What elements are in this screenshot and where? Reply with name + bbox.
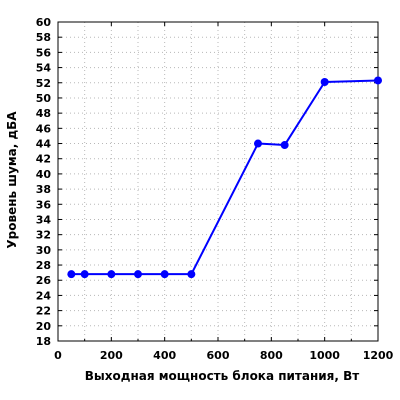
y-tick-label: 28 <box>36 259 51 272</box>
series <box>67 76 382 279</box>
y-tick-label: 18 <box>36 335 51 348</box>
y-axis-title: Уровень шума, дБА <box>5 111 19 249</box>
plot-frame <box>57 21 379 342</box>
data-point <box>187 270 196 279</box>
y-tick-label: 60 <box>36 16 52 29</box>
y-tick-label: 42 <box>36 153 51 166</box>
y-tick-label: 34 <box>36 213 52 226</box>
y-tick-label: 38 <box>36 183 51 196</box>
y-tick-label: 32 <box>36 229 51 242</box>
series-line <box>71 79 379 276</box>
tick-labels: 18 20 22 24 26 28 30 32 34 36 38 40 42 44 46 48 50 52 54 56… <box>36 16 394 362</box>
x-axis-title: Выходная мощность блока питания, Вт <box>85 369 360 383</box>
data-point <box>107 270 116 279</box>
axes <box>57 21 379 342</box>
y-tick-label: 48 <box>36 107 51 120</box>
y-tick-label: 46 <box>36 122 52 135</box>
x-tick-label: 600 <box>207 349 230 362</box>
grid <box>58 22 378 341</box>
data-point <box>134 270 142 279</box>
y-tick-label: 40 <box>36 168 52 181</box>
data-point <box>254 139 262 148</box>
data-point <box>160 270 169 279</box>
y-tick-label: 44 <box>36 138 52 151</box>
y-tick-label: 26 <box>36 274 52 287</box>
y-tick-label: 56 <box>36 46 52 59</box>
y-tick-label: 50 <box>36 92 52 105</box>
x-tick-label: 400 <box>153 349 176 362</box>
y-tick-label: 30 <box>36 244 52 257</box>
y-tick-label: 22 <box>36 305 51 318</box>
y-tick-label: 52 <box>36 77 51 90</box>
x-tick-label: 0 <box>54 349 62 362</box>
y-tick-label: 24 <box>36 289 52 302</box>
y-tick-label: 54 <box>36 62 52 75</box>
data-point <box>320 78 329 87</box>
x-tick-label: 200 <box>100 349 123 362</box>
x-tick-label: 1000 <box>309 349 340 362</box>
data-point <box>67 270 76 279</box>
data-point <box>280 141 289 150</box>
data-point <box>374 76 382 85</box>
y-tick-label: 36 <box>36 198 52 211</box>
x-tick-label: 1200 <box>363 349 394 362</box>
y-tick-label: 20 <box>36 320 52 333</box>
x-tick-label: 800 <box>260 349 283 362</box>
data-point <box>80 270 89 279</box>
y-tick-label: 58 <box>36 31 51 44</box>
